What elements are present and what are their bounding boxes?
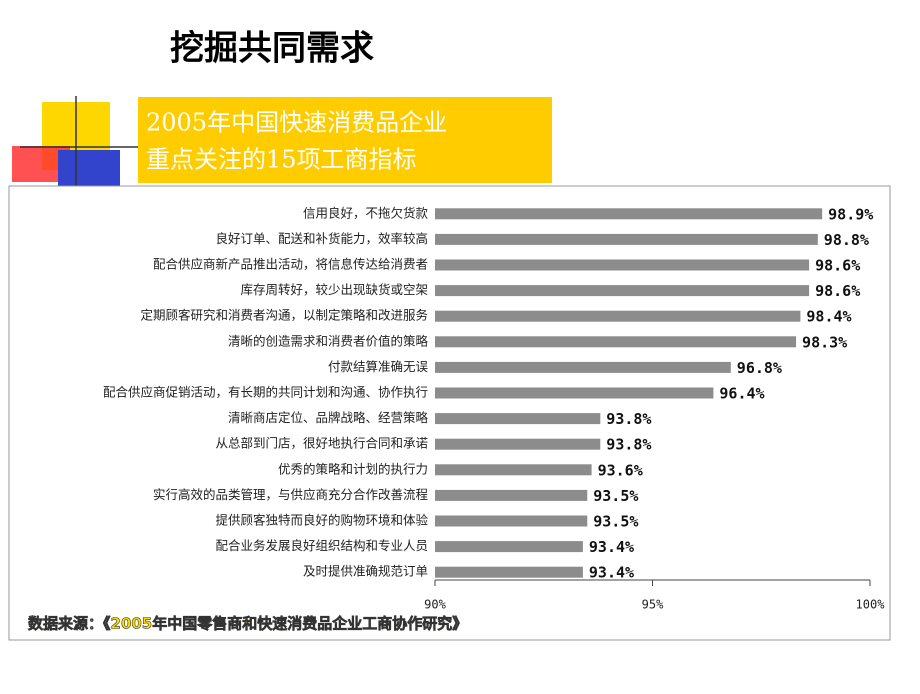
y-tick-label: 提供顾客独特而良好的购物环境和体验 — [215, 513, 428, 528]
bar — [435, 387, 714, 399]
value-label: 98.9% — [828, 205, 873, 223]
value-label: 96.4% — [719, 385, 764, 403]
value-label: 93.5% — [593, 513, 638, 531]
subtitle: 重点关注的15项工商指标 — [146, 146, 417, 174]
y-tick-label: 配合供应商新产品推出活动，将信息传达给消费者 — [153, 257, 428, 272]
y-tick-label: 配合供应商促销活动，有长期的共同计划和沟通、协作执行 — [103, 385, 428, 400]
value-label: 93.8% — [606, 410, 651, 428]
y-tick-label: 实行高效的品类管理，与供应商充分合作改善流程 — [153, 487, 429, 502]
source-note: 数据来源：《2005年中国零售商和快速消费品企业工商协作研究》 — [28, 615, 467, 633]
title: 挖掘共同需求 — [170, 29, 374, 69]
x-tick-label: 100% — [856, 598, 886, 612]
y-tick-label: 信用良好，不拖欠货款 — [303, 205, 429, 220]
value-label: 93.4% — [589, 564, 634, 582]
y-tick-label: 配合业务发展良好组织结构和专业人员 — [215, 538, 428, 553]
value-label: 93.6% — [598, 461, 643, 479]
y-tick-label: 良好订单、配送和补货能力，效率较高 — [215, 231, 428, 246]
value-label: 93.8% — [606, 436, 651, 454]
bar — [435, 233, 818, 245]
x-tick-label: 95% — [642, 598, 664, 612]
y-tick-label: 及时提供准确规范订单 — [303, 564, 428, 579]
subtitle-box — [138, 97, 552, 183]
decor-square — [58, 150, 120, 186]
y-tick-label: 优秀的策略和计划的执行力 — [278, 461, 428, 476]
value-label: 98.8% — [824, 231, 869, 249]
bar — [435, 566, 583, 578]
bar — [435, 336, 797, 348]
value-label: 98.4% — [806, 308, 851, 326]
value-label: 98.6% — [815, 282, 860, 300]
subtitle: 2005年中国快速消费品企业 — [146, 109, 447, 137]
bar — [435, 413, 601, 425]
y-tick-label: 付款结算准确无误 — [328, 359, 429, 374]
value-label: 93.5% — [593, 487, 638, 505]
bar — [435, 515, 588, 527]
y-tick-label: 清晰的创造需求和消费者价值的策略 — [228, 333, 429, 348]
bar — [435, 541, 583, 553]
value-label: 96.8% — [737, 359, 782, 377]
x-tick-label: 90% — [424, 598, 446, 612]
bar — [435, 310, 801, 322]
plot: 90% 95% 100% 信用良好，不拖欠货款 98.9% 良好订单、配送和补货能力，效率… — [103, 205, 885, 611]
y-tick-label: 清晰商店定位、品牌战略、经营策略 — [228, 410, 429, 425]
value-label: 98.6% — [815, 257, 860, 275]
bar — [435, 464, 592, 476]
value-label: 93.4% — [589, 538, 634, 556]
bar — [435, 259, 810, 271]
value-label: 98.3% — [802, 333, 847, 351]
bar — [435, 208, 823, 220]
y-tick-label: 库存周转好，较少出现缺货或空架 — [240, 282, 428, 297]
bar — [435, 438, 601, 450]
y-tick-label: 从总部到门店，很好地执行合同和承诺 — [215, 436, 428, 451]
bar — [435, 361, 731, 373]
y-tick-label: 定期顾客研究和消费者沟通，以制定策略和改进服务 — [140, 308, 428, 323]
bar — [435, 489, 588, 501]
bar — [435, 285, 810, 297]
